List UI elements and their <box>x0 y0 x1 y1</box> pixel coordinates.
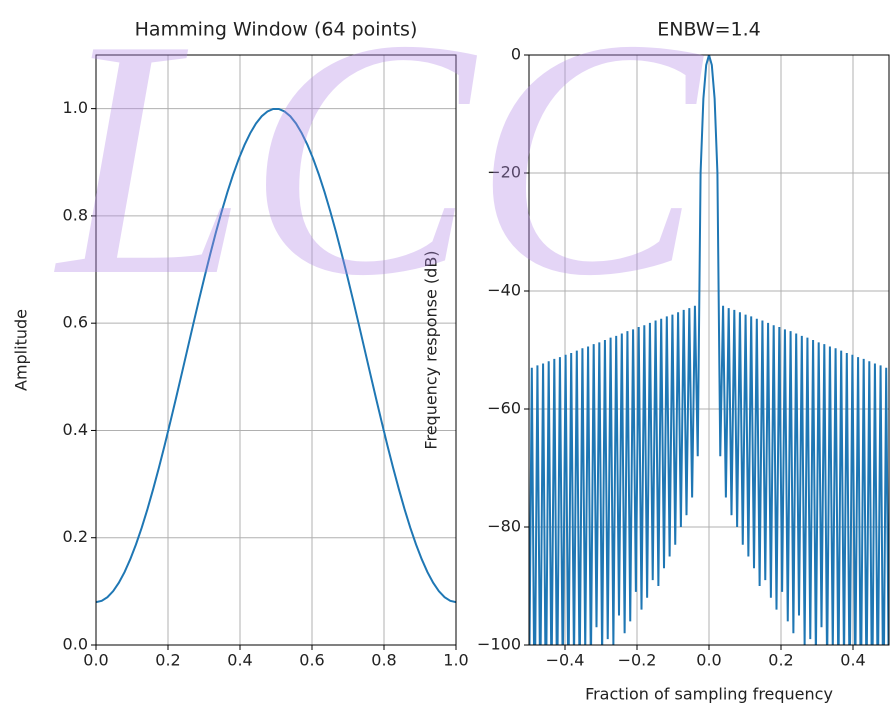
x-tick-label: 1.0 <box>443 651 468 670</box>
y-axis-label: Amplitude <box>12 309 31 391</box>
y-tick-label: −80 <box>487 517 521 536</box>
plots: 0.0 0.2 0.4 0.6 0.8 1.0 0.0 0.2 0.4 0.6 0.8 1.0 Hamm… <box>12 19 890 704</box>
y-tick-label: 0.8 <box>63 205 88 224</box>
x-tick-label: 0.4 <box>840 651 865 670</box>
axes-frame <box>95 54 457 646</box>
x-tick-label: −0.4 <box>546 651 585 670</box>
data-line <box>96 107 456 604</box>
y-tick-label: −20 <box>487 163 521 182</box>
x-tick-label: 0.2 <box>155 651 180 670</box>
x-tick-label: −0.2 <box>618 651 657 670</box>
y-tick-label: 0 <box>511 45 521 64</box>
watermark: LCC <box>53 0 708 346</box>
x-tick-label: 0.0 <box>696 651 721 670</box>
y-tick-label: 0.4 <box>63 420 88 439</box>
x-tick-label: 0.4 <box>227 651 252 670</box>
x-axis-label: Fraction of sampling frequency <box>585 685 833 704</box>
chart-title: Hamming Window (64 points) <box>135 19 418 41</box>
y-axis-label: Frequency response (dB) <box>422 250 441 449</box>
y-tick-label: 0.0 <box>63 635 88 654</box>
data-line <box>529 55 890 645</box>
y-tick-label: −100 <box>477 635 521 654</box>
x-tick-label: 0.0 <box>83 651 108 670</box>
y-tick-label: 1.0 <box>63 98 88 117</box>
x-tick-label: 0.6 <box>299 651 324 670</box>
chart-title: ENBW=1.4 <box>657 19 761 41</box>
y-tick-label: 0.6 <box>63 313 88 332</box>
axes-frame <box>528 54 890 646</box>
y-tick-label: −40 <box>487 281 521 300</box>
y-tick-label: −60 <box>487 399 521 418</box>
y-tick-label: 0.2 <box>63 527 88 546</box>
x-tick-label: 0.8 <box>371 651 396 670</box>
x-tick-label: 0.2 <box>768 651 793 670</box>
